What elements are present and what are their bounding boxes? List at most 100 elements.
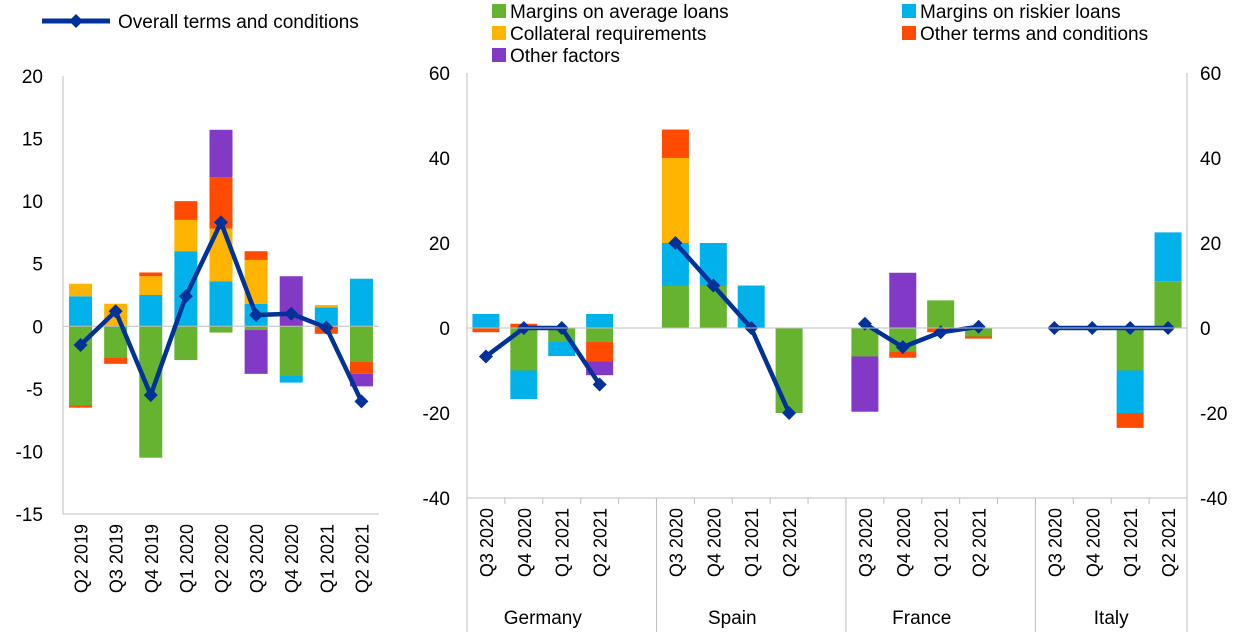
left-bar-margins-on-average-loans: [104, 326, 128, 358]
secondary-y-tick-label: 20: [1200, 234, 1221, 255]
secondary-y-tick-label: 40: [1200, 149, 1221, 170]
group-spain-bar-margins-on-average-loans: [661, 285, 689, 328]
right-x-tick-label: Q2 2021: [780, 508, 800, 577]
group-label-spain: Spain: [708, 608, 757, 629]
left-x-tick-label: Q3 2019: [107, 524, 127, 593]
left-bar-collateral-requirements: [174, 219, 198, 252]
group-italy-bar-margins-on-average-loans: [1154, 281, 1182, 328]
left-y-tick-label: 0: [32, 317, 43, 338]
group-france-overall-point: [857, 316, 872, 331]
right-x-tick-label: Q3 2020: [1045, 508, 1065, 577]
left-x-tick-label: Q1 2020: [177, 524, 197, 593]
legend-label: Margins on riskier loans: [920, 2, 1121, 23]
left-bar-collateral-requirements: [139, 276, 163, 295]
group-label-france: France: [892, 608, 951, 629]
right-x-tick-label: Q4 2020: [894, 508, 914, 577]
left-overall-point: [143, 388, 158, 403]
group-france-bar-margins-on-average-loans: [851, 328, 879, 357]
left-bar-other-terms-and-conditions: [174, 201, 198, 220]
right-x-tick-label: Q3 2020: [856, 508, 876, 577]
left-chart-panel: 20 15 10 5 0 -5 -10 -15 Q2 2019 Q3 2019 Q4 2019 Q1 …: [16, 67, 379, 593]
group-france-bar-margins-on-average-loans: [927, 300, 955, 328]
left-bar-other-factors: [349, 373, 373, 387]
right-y-tick-label: -40: [423, 489, 450, 510]
left-y-tick-label: 15: [22, 130, 43, 151]
left-overall-point: [214, 215, 228, 230]
left-bar-other-terms-and-conditions: [139, 272, 163, 277]
left-bar-margins-on-average-loans: [279, 326, 303, 376]
group-germany-bar-margins-on-riskier-loans: [586, 313, 614, 328]
legend-label: Collateral requirements: [510, 24, 706, 45]
diamond-icon: [69, 14, 83, 28]
group-germany-bar-margins-on-riskier-loans: [472, 313, 500, 328]
left-bar-margins-on-average-loans: [349, 326, 373, 362]
left-overall-point: [178, 289, 193, 304]
right-x-tick-label: Q1 2021: [742, 508, 762, 577]
left-bar-other-factors: [244, 330, 268, 374]
legend-swatch-margins-on-average-loans: [492, 4, 506, 18]
left-y-tick-label: -15: [16, 505, 43, 526]
right-y-tick-label: -20: [423, 404, 450, 425]
legend-swatch-other-terms-and-conditions: [902, 26, 916, 40]
left-bar-margins-on-average-loans: [174, 326, 198, 361]
left-bar-other-factors: [209, 129, 233, 178]
right-x-tick-label: Q4 2020: [1083, 508, 1103, 577]
right-x-tick-label: Q4 2020: [704, 508, 724, 577]
secondary-y-tick-label: -20: [1200, 404, 1227, 425]
group-france-overall-point: [895, 340, 910, 355]
left-bar-other-terms-and-conditions: [104, 357, 128, 364]
left-x-tick-label: Q4 2019: [142, 524, 162, 593]
left-overall-point: [354, 394, 369, 409]
left-x-tick-label: Q4 2020: [282, 524, 302, 593]
secondary-y-tick-label: 60: [1200, 64, 1221, 85]
group-italy-bar-margins-on-riskier-loans: [1154, 232, 1182, 282]
right-y-tick-label: 20: [429, 234, 450, 255]
group-germany-bar-margins-on-average-loans: [586, 328, 614, 343]
left-bar-margins-on-riskier-loans: [279, 375, 303, 383]
group-france-bar-other-terms-and-conditions: [889, 351, 917, 358]
group-label-italy: Italy: [1094, 608, 1129, 629]
group-france-bar-other-factors: [851, 356, 879, 412]
left-overall-point: [319, 320, 334, 335]
group-france-overall-line: [863, 321, 979, 350]
group-germany-bar-margins-on-riskier-loans: [548, 342, 576, 357]
legend-swatch-collateral-requirements: [492, 26, 506, 40]
legend-label: Overall terms and conditions: [118, 12, 359, 33]
right-x-tick-label: Q2 2021: [970, 508, 990, 577]
legend-label: Margins on average loans: [510, 2, 729, 23]
right-x-tick-label: Q1 2021: [553, 508, 573, 577]
left-bar-collateral-requirements: [244, 259, 268, 304]
left-x-tick-label: Q3 2020: [247, 524, 267, 593]
left-overall-point: [284, 306, 299, 321]
left-bar-margins-on-average-loans: [209, 326, 233, 333]
group-germany-overall-line: [484, 325, 602, 386]
group-label-germany: Germany: [504, 608, 583, 629]
right-x-tick-label: Q1 2021: [1121, 508, 1141, 577]
right-x-tick-label: Q2 2021: [591, 508, 611, 577]
left-y-tick-label: 10: [22, 192, 43, 213]
left-y-tick-label: 20: [22, 67, 43, 88]
group-spain-bar-other-terms-and-conditions: [661, 129, 689, 158]
right-x-tick-label: Q3 2020: [666, 508, 686, 577]
group-spain-overall-point: [706, 278, 721, 293]
legend-swatch-margins-on-riskier-loans: [902, 4, 916, 18]
group-france-overall-point: [971, 319, 986, 334]
legend-label: Other terms and conditions: [920, 24, 1148, 45]
group-spain-bar-collateral-requirements: [661, 158, 689, 243]
right-y-tick-label: 60: [429, 64, 450, 85]
left-x-tick-label: Q2 2021: [352, 524, 372, 593]
group-france-bar-other-terms-and-conditions: [965, 336, 993, 339]
left-bar-collateral-requirements: [69, 283, 93, 297]
group-spain-overall-point: [782, 406, 797, 420]
left-bar-other-terms-and-conditions: [244, 251, 268, 260]
group-spain-bar-margins-on-average-loans: [775, 328, 803, 413]
left-bar-other-terms-and-conditions: [209, 177, 233, 229]
left-x-tick-label: Q2 2019: [72, 524, 92, 593]
left-bar-collateral-requirements: [314, 305, 338, 308]
left-bar-other-terms-and-conditions: [69, 405, 93, 408]
group-spain-overall-line: [673, 241, 792, 414]
left-bar-margins-on-average-loans: [244, 326, 268, 331]
legend-swatch-other-factors: [492, 48, 506, 62]
left-bar-margins-on-riskier-loans: [69, 296, 93, 327]
